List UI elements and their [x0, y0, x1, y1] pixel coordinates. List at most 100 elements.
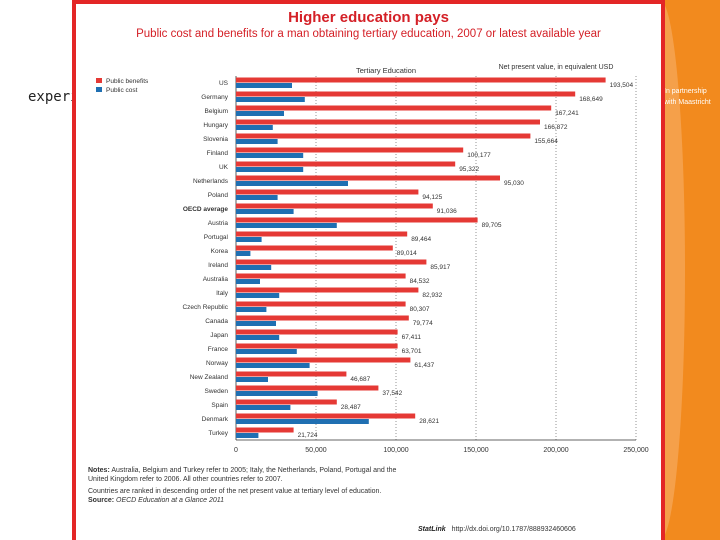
bar-public-benefits	[236, 133, 531, 139]
bar-public-benefits	[236, 357, 411, 363]
bar-public-cost	[236, 97, 305, 102]
category-label: Portugal	[204, 234, 229, 241]
source-label: Source:	[88, 497, 115, 504]
data-label: 95,030	[504, 180, 524, 187]
category-label: Ireland	[208, 262, 228, 269]
slide-text-fragment: experi	[28, 89, 79, 105]
statlink: StatLink http://dx.doi.org/10.1787/88893…	[418, 526, 576, 533]
bar-public-cost	[236, 405, 291, 410]
bar-public-cost	[236, 391, 318, 396]
data-label: 100,177	[467, 152, 491, 159]
bar-public-cost	[236, 83, 292, 88]
bar-chart: Tertiary Education Net present value, in …	[96, 64, 649, 454]
category-label: Netherlands	[193, 178, 229, 185]
data-label: 67,411	[402, 334, 422, 341]
value-note: Net present value, in equivalent USD	[499, 64, 614, 71]
category-label: Belgium	[205, 108, 228, 115]
bar-public-cost	[236, 293, 280, 298]
data-label: 37,542	[382, 390, 402, 397]
category-label: New Zealand	[190, 374, 229, 381]
category-label: Czech Republic	[182, 304, 228, 311]
bar-public-cost	[236, 153, 304, 158]
bar-public-benefits	[236, 105, 552, 111]
notes-label: Notes:	[88, 467, 110, 474]
category-label: Austria	[208, 220, 229, 227]
data-label: 82,932	[422, 292, 442, 299]
bar-public-cost	[236, 419, 369, 424]
category-label: Hungary	[203, 122, 228, 129]
data-label: 89,705	[482, 222, 502, 229]
legend-label-1: Public cost	[106, 87, 138, 94]
bar-public-benefits	[236, 77, 606, 83]
bar-public-cost	[236, 223, 337, 228]
bar-public-cost	[236, 195, 278, 200]
data-label: 61,437	[414, 362, 434, 369]
source-line: Source: OECD Education at a Glance 2011	[88, 496, 418, 505]
statlink-logo: StatLink	[418, 526, 446, 533]
bar-public-cost	[236, 181, 348, 186]
category-label: Denmark	[202, 416, 229, 423]
ranking-note: Countries are ranked in descending order…	[88, 488, 382, 495]
data-label: 167,241	[555, 110, 579, 117]
category-label: Sweden	[205, 388, 229, 395]
category-label: US	[219, 80, 229, 87]
x-tick-label: 100,000	[383, 447, 408, 454]
bar-public-cost	[236, 251, 251, 256]
figure-subtitle: Public cost and benefits for a man obtai…	[136, 28, 601, 40]
category-label: Slovenia	[203, 136, 228, 143]
bar-public-cost	[236, 125, 273, 130]
data-label: 95,322	[459, 166, 479, 173]
bar-public-cost	[236, 139, 278, 144]
data-label: 89,464	[411, 236, 431, 243]
bar-public-benefits	[236, 385, 379, 391]
data-label: 63,701	[402, 348, 422, 355]
bar-public-benefits	[236, 91, 576, 97]
bar-public-benefits	[236, 413, 416, 419]
bar-public-cost	[236, 209, 294, 214]
bar-public-cost	[236, 335, 280, 340]
category-label: Spain	[211, 402, 228, 409]
bar-public-benefits	[236, 259, 427, 265]
data-label: 46,687	[350, 376, 370, 383]
category-label: UK	[219, 164, 229, 171]
category-label: OECD average	[183, 206, 229, 213]
chart-area: Tertiary Education Net present value, in …	[86, 54, 656, 464]
notes-body: Australia, Belgium and Turkey refer to 2…	[88, 467, 397, 483]
data-label: 168,649	[579, 96, 603, 103]
figure-title: Higher education pays	[288, 9, 449, 26]
bar-public-cost	[236, 279, 260, 284]
data-label: 21,724	[298, 432, 318, 439]
category-label: Japan	[210, 332, 228, 339]
bar-public-benefits	[236, 399, 337, 405]
data-label: 85,917	[430, 264, 450, 271]
bar-public-benefits	[236, 161, 456, 167]
bar-public-cost	[236, 265, 272, 270]
x-tick-label: 50,000	[305, 447, 327, 454]
category-label: Korea	[211, 248, 229, 255]
category-label: Australia	[203, 276, 229, 283]
x-tick-label: 250,000	[623, 447, 648, 454]
data-label: 84,532	[410, 278, 430, 285]
x-tick-label: 0	[234, 447, 238, 454]
bar-public-benefits	[236, 245, 393, 251]
data-label: 193,504	[610, 82, 634, 89]
bar-public-benefits	[236, 189, 419, 195]
bar-public-cost	[236, 349, 297, 354]
bar-public-benefits	[236, 147, 464, 153]
legend-label-0: Public benefits	[106, 78, 149, 85]
statlink-url[interactable]: http://dx.doi.org/10.1787/888932460606	[451, 526, 576, 533]
legend-swatch-1	[96, 87, 102, 92]
bar-public-benefits	[236, 217, 478, 223]
bar-public-cost	[236, 167, 304, 172]
legend-swatch-0	[96, 78, 102, 83]
chart-figure: Higher education pays Public cost and be…	[72, 0, 665, 540]
category-label: Canada	[205, 318, 228, 325]
category-label: Germany	[201, 94, 228, 101]
x-tick-label: 200,000	[543, 447, 568, 454]
source-text: OECD Education at a Glance 2011	[116, 497, 225, 504]
x-tick-label: 150,000	[463, 447, 488, 454]
bar-public-benefits	[236, 329, 398, 335]
notes-text: Notes: Australia, Belgium and Turkey ref…	[88, 466, 418, 484]
bar-public-cost	[236, 377, 268, 382]
bar-public-benefits	[236, 343, 398, 349]
